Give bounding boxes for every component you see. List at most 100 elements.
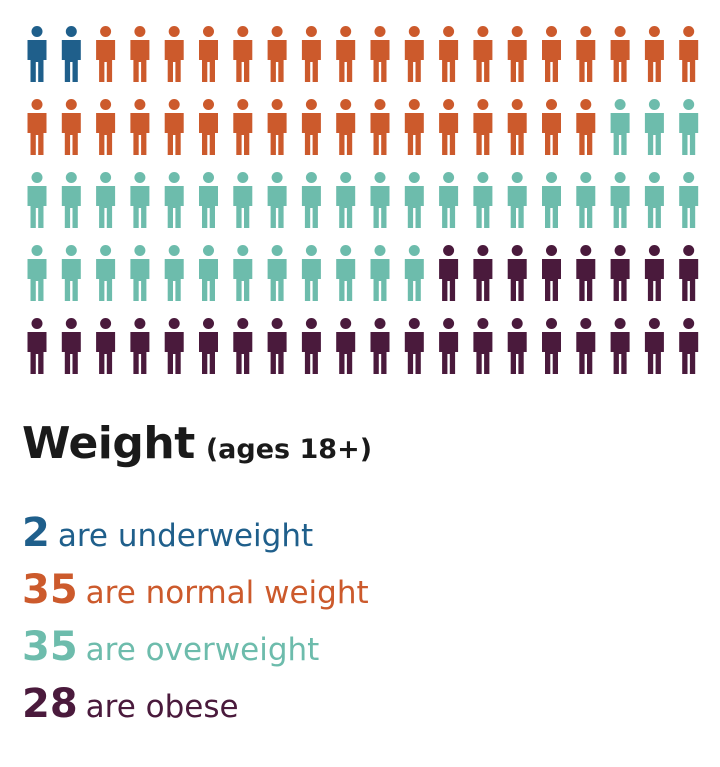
legend: 2 are underweight 35 are normal weight 35 a… bbox=[22, 505, 369, 733]
person-icon bbox=[27, 26, 47, 82]
person-body bbox=[233, 40, 253, 82]
person-icon bbox=[336, 99, 356, 155]
person-head bbox=[31, 172, 43, 183]
person-body bbox=[439, 332, 459, 374]
person-body bbox=[610, 40, 630, 82]
legend-count: 28 bbox=[22, 681, 78, 727]
person-body bbox=[370, 186, 390, 228]
person-icon bbox=[576, 172, 596, 228]
person-head bbox=[305, 99, 317, 110]
person-head bbox=[203, 99, 214, 110]
person-head bbox=[100, 318, 112, 329]
person-head bbox=[203, 172, 214, 183]
person-icon bbox=[96, 318, 116, 374]
person-icon bbox=[370, 172, 390, 228]
person-body bbox=[610, 186, 630, 228]
person-body bbox=[301, 186, 321, 228]
person-icon bbox=[233, 172, 253, 228]
person-head bbox=[648, 318, 660, 329]
person-body bbox=[130, 259, 150, 301]
person-icon bbox=[199, 172, 218, 228]
person-head bbox=[237, 318, 249, 329]
person-head bbox=[477, 99, 489, 110]
person-head bbox=[100, 26, 112, 37]
person-body bbox=[404, 40, 424, 82]
person-icon bbox=[130, 172, 150, 228]
person-head bbox=[683, 99, 695, 110]
person-head bbox=[168, 172, 180, 183]
legend-item-overweight: 35 are overweight bbox=[22, 619, 369, 676]
person-body bbox=[644, 113, 664, 155]
title-text: Weight bbox=[22, 418, 195, 469]
person-body bbox=[404, 186, 424, 228]
person-head bbox=[648, 26, 660, 37]
person-body bbox=[96, 332, 116, 374]
person-icon bbox=[301, 26, 321, 82]
person-head bbox=[614, 318, 626, 329]
person-body bbox=[576, 40, 596, 82]
legend-count: 2 bbox=[22, 510, 50, 556]
person-icon bbox=[27, 245, 47, 301]
person-icon bbox=[610, 26, 630, 82]
person-head bbox=[340, 172, 352, 183]
person-icon bbox=[61, 318, 81, 374]
person-icon bbox=[233, 99, 253, 155]
person-icon bbox=[644, 172, 664, 228]
person-head bbox=[340, 318, 352, 329]
person-icon bbox=[27, 99, 47, 155]
person-icon bbox=[164, 245, 184, 301]
person-icon bbox=[336, 245, 356, 301]
person-icon bbox=[473, 26, 493, 82]
person-body bbox=[679, 113, 699, 155]
person-body bbox=[473, 186, 493, 228]
person-body bbox=[301, 332, 321, 374]
person-body bbox=[644, 40, 664, 82]
person-head bbox=[511, 172, 523, 183]
person-body bbox=[61, 40, 81, 82]
person-head bbox=[237, 99, 249, 110]
person-body bbox=[61, 113, 81, 155]
person-icon bbox=[576, 26, 596, 82]
person-icon bbox=[679, 245, 699, 301]
person-head bbox=[168, 245, 180, 256]
person-body bbox=[164, 332, 184, 374]
person-body bbox=[164, 113, 184, 155]
person-head bbox=[443, 318, 455, 329]
person-head bbox=[546, 99, 557, 110]
person-icon bbox=[679, 99, 699, 155]
person-icon bbox=[267, 245, 287, 301]
person-icon bbox=[473, 245, 493, 301]
person-body bbox=[267, 332, 287, 374]
person-body bbox=[27, 259, 47, 301]
person-icon bbox=[96, 245, 116, 301]
person-icon bbox=[370, 318, 390, 374]
person-body bbox=[439, 186, 459, 228]
person-head bbox=[31, 99, 43, 110]
person-body bbox=[404, 113, 424, 155]
person-body bbox=[61, 186, 81, 228]
person-icon bbox=[473, 172, 493, 228]
person-head bbox=[408, 99, 420, 110]
person-icon bbox=[679, 172, 699, 228]
person-icon bbox=[233, 245, 253, 301]
person-icon bbox=[233, 26, 253, 82]
person-icon bbox=[507, 245, 527, 301]
person-head bbox=[546, 245, 557, 256]
person-head bbox=[271, 26, 283, 37]
person-head bbox=[443, 245, 455, 256]
person-body bbox=[27, 40, 47, 82]
person-head bbox=[31, 245, 43, 256]
person-head bbox=[648, 245, 660, 256]
person-head bbox=[271, 99, 283, 110]
person-body bbox=[199, 332, 218, 374]
person-body bbox=[96, 259, 116, 301]
person-body bbox=[267, 40, 287, 82]
person-body bbox=[679, 40, 699, 82]
person-body bbox=[96, 40, 116, 82]
person-icon bbox=[542, 26, 561, 82]
person-icon bbox=[267, 318, 287, 374]
person-icon bbox=[679, 318, 699, 374]
person-body bbox=[679, 186, 699, 228]
person-head bbox=[580, 172, 592, 183]
person-head bbox=[134, 318, 146, 329]
